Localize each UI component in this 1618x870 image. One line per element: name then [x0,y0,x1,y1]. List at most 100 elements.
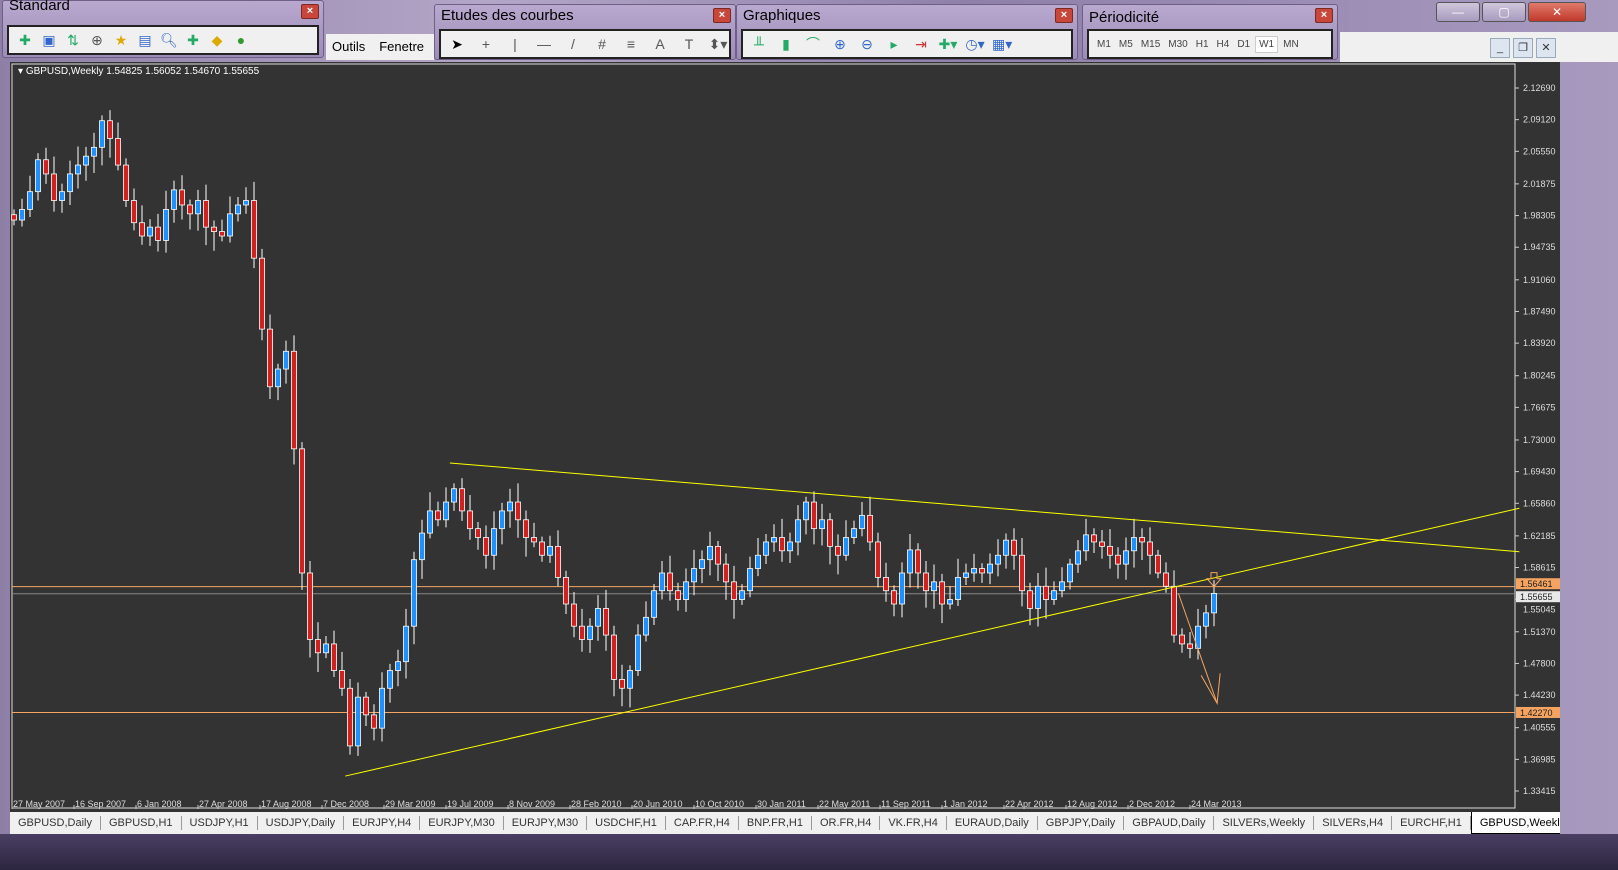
chart-canvas[interactable]: 2.12690 2.09120 2.05550 2.01875 1.98305 1.947… [10,62,1560,812]
arrows-icon[interactable]: ⬍▾ [708,36,728,52]
zoom-in-icon[interactable]: ⊕ [834,36,846,52]
close-icon[interactable]: × [301,4,319,19]
candle-body [787,541,793,552]
chart-tab[interactable]: EURCHF,H1 [1392,816,1471,830]
candlestick-icon[interactable]: ▮ [782,36,790,52]
cursor-icon[interactable]: ➤ [451,36,463,52]
templates-icon[interactable]: ▦▾ [992,36,1013,52]
candle-body [387,670,393,689]
chart-tab[interactable]: GBPAUD,Daily [1124,816,1215,830]
close-window-button[interactable]: ✕ [1528,2,1586,22]
market-watch-icon[interactable]: ⇅ [67,32,79,48]
chart-tab[interactable]: SILVERs,H4 [1314,816,1393,830]
chart-tab[interactable]: GBPJPY,Daily [1038,816,1125,830]
x-tick-label: 29 Mar 2009 [385,799,436,809]
period-h1[interactable]: H1 [1195,38,1209,50]
candle-body [419,532,425,561]
close-icon[interactable]: × [1055,8,1073,23]
bar-chart-icon[interactable]: ╨ [754,36,764,52]
candle-body [907,549,913,574]
x-tick-label: 11 Sep 2011 [881,799,931,809]
candle-body [291,350,297,450]
chart-close-button[interactable]: ✕ [1536,38,1556,58]
chart-tab[interactable]: CAP.FR,H4 [666,816,739,830]
candle-body [923,572,929,592]
trendline-icon[interactable]: / [571,36,575,52]
candle-body [339,670,345,689]
candle-body [947,599,953,605]
chart-minimize-button[interactable]: _ [1490,38,1510,58]
candle-body [179,189,185,206]
chart-tab[interactable]: GBPUSD,Weekly [1470,812,1560,834]
menu-tools[interactable]: Outils [332,39,366,54]
candle-body [403,625,409,663]
chart-tab[interactable]: BNP.FR,H1 [739,816,812,830]
period-m1[interactable]: M1 [1097,38,1111,50]
menu-window[interactable]: Fenetre [379,39,425,54]
chart-tab[interactable]: USDCHF,H1 [587,816,666,830]
horizontal-line-icon[interactable]: — [537,36,551,52]
close-icon[interactable]: × [1315,8,1333,23]
candle-body [83,155,89,166]
experts-icon[interactable]: ◆ [211,32,223,48]
auto-scroll-icon[interactable]: ▸ [890,36,898,52]
chart-tab[interactable]: GBPUSD,Daily [10,816,101,830]
text-label-icon[interactable]: T [684,36,694,52]
chart-tab[interactable]: VK.FR,H4 [880,816,947,830]
chart-shift-icon[interactable]: ⇥ [915,36,927,52]
candle-body [155,226,161,241]
autotrading-icon[interactable]: ● [236,32,246,48]
candle-body [1035,585,1041,609]
text-icon[interactable]: A [655,36,665,52]
new-order-icon[interactable]: ✚ [187,32,199,48]
close-icon[interactable]: × [713,8,731,23]
chart-tab[interactable]: EURJPY,M30 [504,816,588,830]
period-m5[interactable]: M5 [1118,38,1133,50]
price-chart[interactable]: 2.12690 2.09120 2.05550 2.01875 1.98305 1.947… [10,62,1560,812]
candle-body [619,678,625,689]
period-m30[interactable]: M30 [1168,38,1188,50]
profiles-icon[interactable]: ▣ [42,32,56,48]
candle-body [243,200,249,206]
crosshair-icon[interactable]: ⊕ [91,32,103,48]
candle-body [931,581,937,592]
candle-body [987,563,993,574]
chart-tab[interactable]: OR.FR,H4 [812,816,881,830]
y-tick-label: 1.83920 [1523,338,1556,348]
vertical-line-icon[interactable]: | [513,36,517,52]
chart-tab[interactable]: EURJPY,H4 [344,816,421,830]
minimize-button[interactable]: — [1436,2,1480,22]
toolbar-title: Standard [9,0,70,14]
candle-body [1115,554,1121,565]
line-chart-icon[interactable]: ⌒ [806,36,820,52]
fibonacci-icon[interactable]: ≡ [626,36,636,52]
chart-tab[interactable]: SILVERs,Weekly [1214,816,1315,830]
period-m15[interactable]: M15 [1140,38,1161,50]
price-badge-label: 1.42270 [1520,708,1553,718]
candle-body [659,572,665,592]
candle-body [803,501,809,521]
chart-tab[interactable]: GBPUSD,H1 [101,816,182,830]
new-chart-icon[interactable]: ✚ [19,32,31,48]
candle-body [1043,585,1049,600]
equidistant-channel-icon[interactable]: # [598,36,606,52]
candle-body [475,528,481,538]
period-h4[interactable]: H4 [1216,38,1230,50]
indicators-icon[interactable]: ✚▾ [938,36,958,52]
crosshair-icon[interactable]: + [481,36,491,52]
zoom-out-icon[interactable]: ⊖ [861,36,873,52]
maximize-button[interactable]: ▢ [1482,2,1526,22]
period-d1[interactable]: D1 [1237,38,1251,50]
period-mn[interactable]: MN [1283,38,1299,50]
tester-icon[interactable]: 🔍︎ [160,32,178,48]
navigator-icon[interactable]: ★ [114,32,128,48]
period-w1[interactable]: W1 [1255,35,1279,53]
chart-tab[interactable]: USDJPY,H1 [182,816,258,830]
chart-tab[interactable]: USDJPY,Daily [258,816,345,830]
candle-body [163,209,169,241]
chart-restore-button[interactable]: ❐ [1513,38,1533,58]
chart-tab[interactable]: EURJPY,M30 [420,816,504,830]
terminal-icon[interactable]: ▤ [138,32,152,48]
chart-tab[interactable]: EURAUD,Daily [947,816,1038,830]
periods-icon[interactable]: ◷▾ [965,36,985,52]
